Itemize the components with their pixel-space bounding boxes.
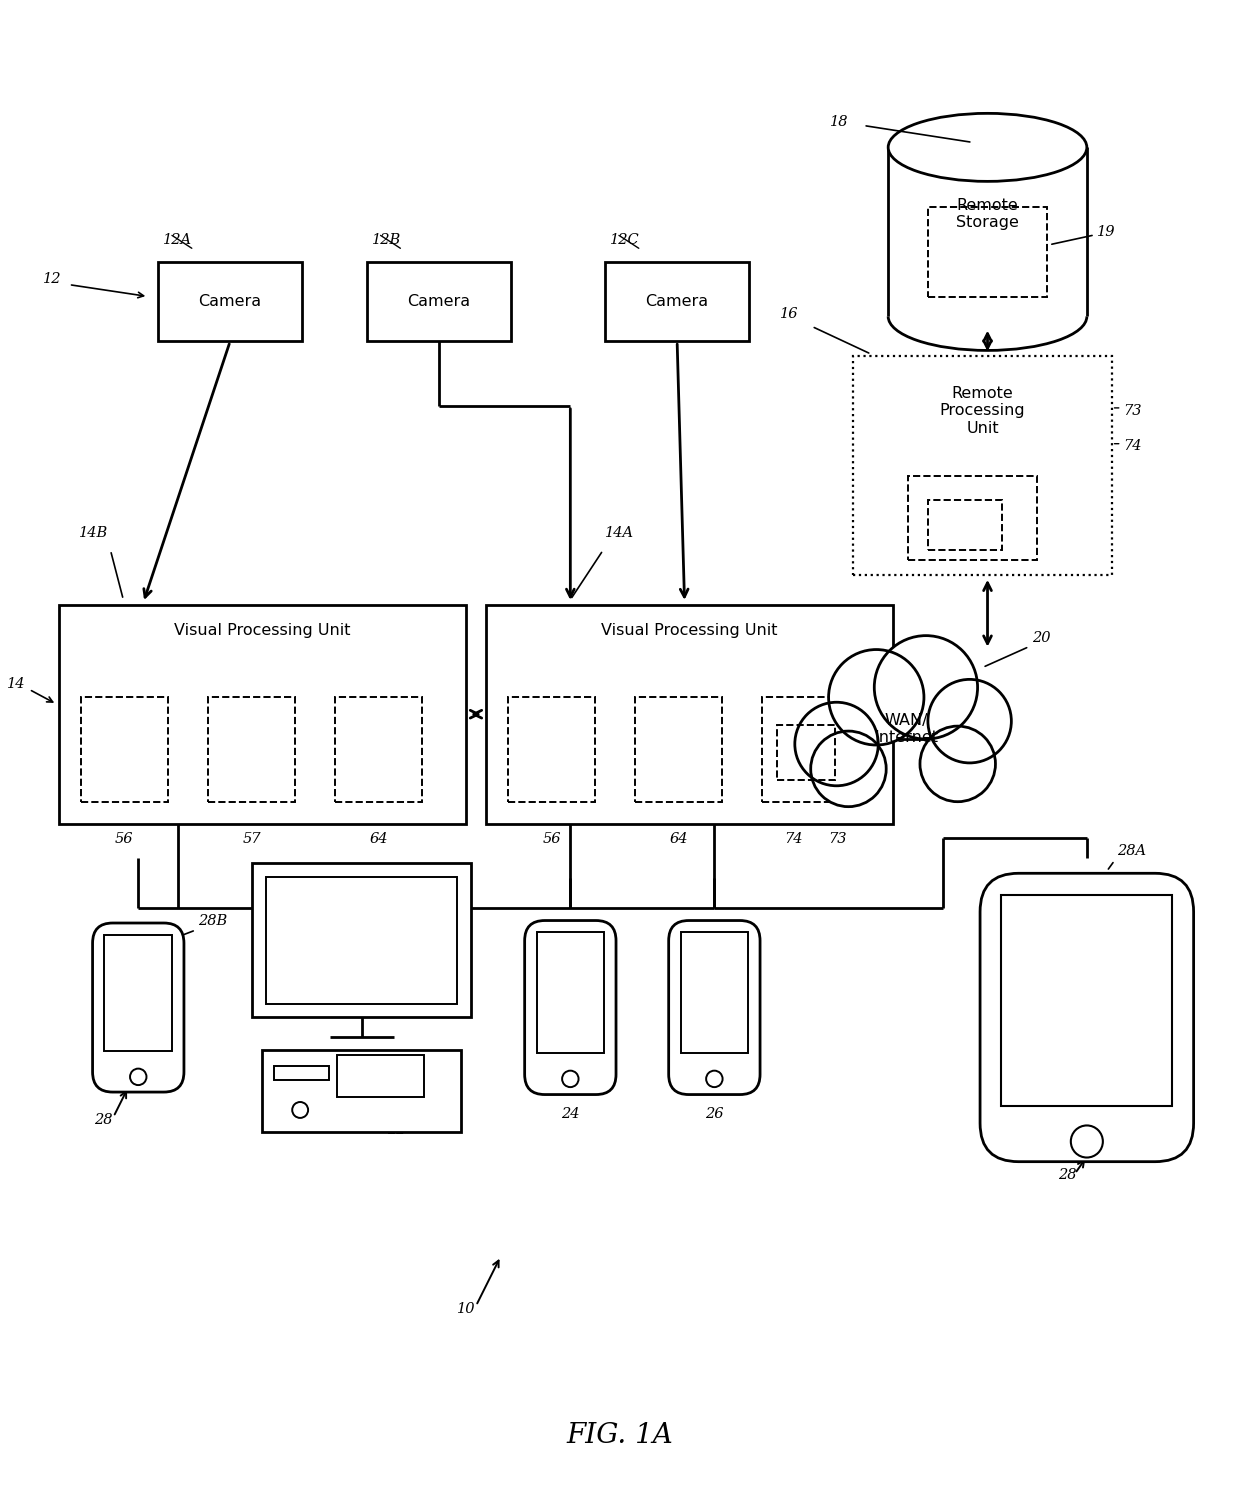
- Circle shape: [130, 1068, 146, 1085]
- Text: 64: 64: [370, 832, 388, 846]
- Bar: [58, 605, 466, 823]
- Circle shape: [811, 731, 887, 807]
- Circle shape: [293, 1103, 308, 1118]
- Text: WAN/
Internet: WAN/ Internet: [874, 713, 939, 746]
- Text: Visual Processing Unit: Visual Processing Unit: [601, 623, 777, 638]
- Text: 73: 73: [1123, 403, 1142, 418]
- Text: Remote
Processing
Unit: Remote Processing Unit: [940, 385, 1025, 436]
- Text: 28A: 28A: [1117, 844, 1146, 859]
- Text: 73: 73: [828, 832, 847, 846]
- Text: 16: 16: [780, 308, 799, 321]
- Bar: [208, 698, 295, 802]
- Text: 12C: 12C: [610, 233, 640, 247]
- Bar: [104, 935, 172, 1052]
- Text: 74: 74: [785, 832, 804, 846]
- Bar: [337, 1055, 424, 1097]
- Text: 28: 28: [1058, 1168, 1076, 1182]
- Text: Camera: Camera: [646, 294, 709, 309]
- Text: 22: 22: [387, 1123, 405, 1137]
- Text: 20: 20: [1032, 630, 1050, 644]
- Bar: [1002, 895, 1172, 1106]
- Bar: [928, 500, 1002, 550]
- Circle shape: [874, 635, 977, 740]
- Bar: [635, 698, 723, 802]
- Circle shape: [928, 680, 1012, 763]
- Text: 56: 56: [115, 832, 134, 846]
- Text: 12A: 12A: [164, 233, 192, 247]
- Text: 12B: 12B: [372, 233, 401, 247]
- Bar: [888, 148, 1086, 317]
- Bar: [928, 208, 1047, 296]
- Text: Remote
Storage: Remote Storage: [956, 197, 1019, 230]
- Text: 57: 57: [242, 832, 260, 846]
- Text: 64: 64: [670, 832, 688, 846]
- Circle shape: [795, 702, 878, 786]
- FancyBboxPatch shape: [525, 920, 616, 1095]
- Circle shape: [1071, 1125, 1102, 1158]
- Text: Visual Processing Unit: Visual Processing Unit: [174, 623, 351, 638]
- Bar: [537, 932, 604, 1053]
- Bar: [908, 475, 1037, 560]
- Text: 24: 24: [560, 1107, 579, 1120]
- Text: 28B: 28B: [198, 914, 227, 928]
- FancyBboxPatch shape: [980, 874, 1194, 1162]
- Bar: [853, 356, 1112, 575]
- Bar: [159, 261, 303, 341]
- Text: Camera: Camera: [198, 294, 262, 309]
- Text: 74: 74: [1123, 439, 1142, 453]
- Bar: [253, 864, 471, 1017]
- Circle shape: [920, 726, 996, 802]
- Text: 14B: 14B: [79, 526, 108, 541]
- Bar: [335, 698, 423, 802]
- Text: 26: 26: [706, 1107, 724, 1120]
- FancyBboxPatch shape: [668, 920, 760, 1095]
- Text: 14: 14: [7, 677, 25, 692]
- Bar: [605, 261, 749, 341]
- Circle shape: [828, 650, 924, 746]
- Text: 19: 19: [1096, 226, 1115, 239]
- Bar: [267, 877, 458, 1004]
- Text: 28: 28: [94, 1113, 113, 1126]
- Bar: [681, 932, 748, 1053]
- FancyBboxPatch shape: [93, 923, 184, 1092]
- Bar: [763, 698, 849, 802]
- Ellipse shape: [888, 114, 1086, 181]
- Bar: [777, 725, 835, 780]
- Text: FIG. 1A: FIG. 1A: [567, 1422, 673, 1449]
- Circle shape: [562, 1071, 579, 1088]
- Bar: [507, 698, 595, 802]
- Text: 18: 18: [830, 115, 848, 130]
- Text: 12: 12: [42, 272, 61, 285]
- Bar: [263, 1050, 461, 1132]
- Text: 10: 10: [456, 1301, 475, 1316]
- Bar: [367, 261, 511, 341]
- Bar: [274, 1067, 329, 1080]
- Text: 56: 56: [542, 832, 560, 846]
- Text: 14A: 14A: [605, 526, 634, 541]
- Circle shape: [706, 1071, 723, 1088]
- Text: Camera: Camera: [407, 294, 470, 309]
- Bar: [81, 698, 169, 802]
- Bar: [486, 605, 893, 823]
